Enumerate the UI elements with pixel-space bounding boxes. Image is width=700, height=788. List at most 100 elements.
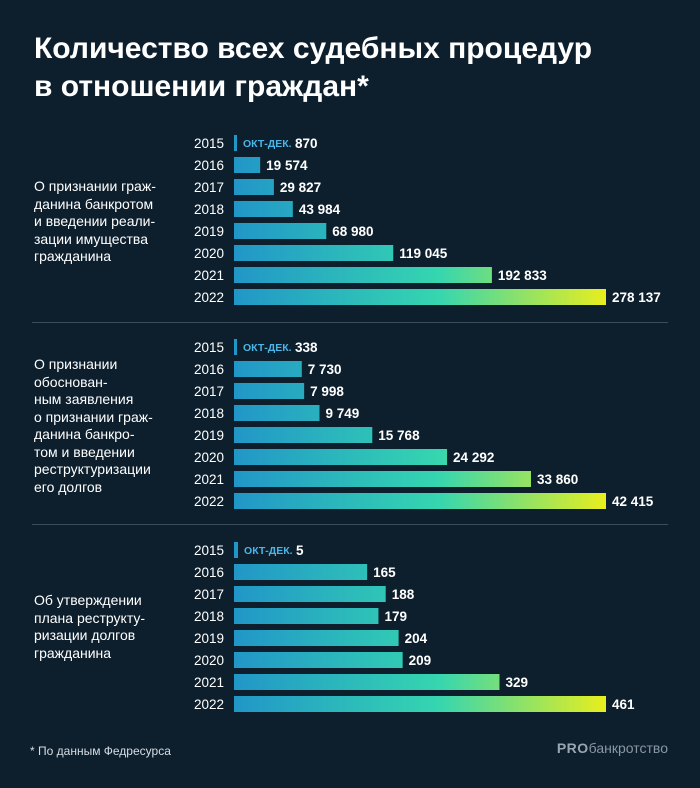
value-label: 329 <box>505 675 528 690</box>
value-label: 7 730 <box>308 362 342 377</box>
group-divider <box>32 322 668 323</box>
value-label: 179 <box>384 609 407 624</box>
group-label-line: плана реструкту- <box>34 609 146 626</box>
bar <box>234 383 305 399</box>
year-label: 2021 <box>194 472 224 487</box>
group-label-3: Об утверждении плана реструкту-ризации до… <box>34 592 145 662</box>
chart-title-line-1: Количество всех судебных процедур <box>34 32 593 65</box>
bar <box>234 427 373 443</box>
group-divider <box>32 524 668 525</box>
value-label: 15 768 <box>378 428 420 443</box>
value-label: 29 827 <box>280 180 321 195</box>
year-label: 2022 <box>194 290 224 305</box>
bar <box>234 564 368 580</box>
group-label-line: О признании <box>34 356 118 372</box>
bar <box>234 696 606 712</box>
group-label-1: О признании граж-данина банкротом и введе… <box>34 178 156 266</box>
value-label: 5 <box>296 543 304 558</box>
year-label: 2018 <box>194 406 224 421</box>
year-label: 2018 <box>194 202 224 217</box>
bar <box>234 449 448 465</box>
group-label-line: обоснован- <box>34 373 108 390</box>
bar <box>234 630 399 646</box>
value-label: 461 <box>612 697 635 712</box>
year-label: 2019 <box>194 224 224 239</box>
group-label-line: и введении реали- <box>34 213 156 229</box>
chart-title: Количество всех судебных процедур в отно… <box>34 30 592 106</box>
bar <box>234 471 531 487</box>
bar <box>234 674 500 690</box>
group-label-2: О признании обоснован-ным заявления о приз… <box>34 356 153 496</box>
bar <box>234 201 293 217</box>
footnote: * По данным Федресурса <box>30 744 171 758</box>
group-label-line: гражданина <box>34 248 112 264</box>
group-label-line: зации имущества <box>34 230 148 247</box>
year-label: 2017 <box>194 384 224 399</box>
value-label: 165 <box>373 565 396 580</box>
bar <box>234 339 237 355</box>
value-label: 278 137 <box>612 290 661 305</box>
group-label-line: его долгов <box>34 478 103 495</box>
bar <box>234 493 606 509</box>
year-label: 2021 <box>194 675 224 690</box>
group-label-line: Об утверждении <box>34 592 142 608</box>
year-label: 2016 <box>194 158 224 173</box>
group-label-line: о признании граж- <box>34 408 153 425</box>
group-label-line: том и введении <box>34 443 135 460</box>
year-label: 2018 <box>194 609 224 624</box>
value-label: 870 <box>295 136 318 151</box>
year-label: 2017 <box>194 180 224 195</box>
year-label: 2020 <box>194 246 224 261</box>
value-label: 204 <box>405 631 428 646</box>
group-label-line: реструктуризации <box>34 461 151 477</box>
value-label: 119 045 <box>399 246 448 261</box>
value-label: 9 749 <box>326 406 360 421</box>
period-note: ОКТ-ДЕК. <box>243 342 292 354</box>
year-label: 2020 <box>194 450 224 465</box>
year-label: 2019 <box>194 428 224 443</box>
group-label-line: ным заявления <box>34 391 134 407</box>
year-label: 2015 <box>194 340 224 355</box>
value-label: 192 833 <box>498 268 547 283</box>
year-label: 2016 <box>194 565 224 580</box>
period-note: ОКТ-ДЕК. <box>243 138 292 150</box>
bar <box>234 608 379 624</box>
bar <box>234 361 302 377</box>
value-label: 19 574 <box>266 158 308 173</box>
bar <box>234 245 394 261</box>
brand-logo: PROбанкротство <box>557 740 668 756</box>
group-label-line: гражданина <box>34 644 112 661</box>
value-label: 24 292 <box>453 450 494 465</box>
group-label-line: О признании граж- <box>34 178 156 194</box>
year-label: 2017 <box>194 587 224 602</box>
bar <box>234 405 320 421</box>
value-label: 209 <box>409 653 432 668</box>
value-label: 188 <box>392 587 415 602</box>
bar <box>234 267 492 283</box>
value-label: 42 415 <box>612 494 654 509</box>
bar <box>234 289 606 305</box>
group-label-line: данина банкротом <box>34 195 154 212</box>
brand-logo-bold: PRO <box>556 740 589 756</box>
group-label-line: данина банкро- <box>34 426 135 442</box>
group-label-line: ризации долгов <box>34 627 136 643</box>
bar <box>234 157 261 173</box>
year-label: 2015 <box>194 136 224 151</box>
year-label: 2021 <box>194 268 224 283</box>
year-label: 2020 <box>194 653 224 668</box>
year-label: 2022 <box>194 697 224 712</box>
value-label: 43 984 <box>299 202 341 217</box>
bar <box>234 542 239 558</box>
bar <box>234 135 237 151</box>
bar <box>234 586 386 602</box>
period-note: ОКТ-ДЕК. <box>244 545 293 557</box>
value-label: 7 998 <box>310 384 344 399</box>
chart-title-line-2: в отношении граждан* <box>34 70 369 103</box>
brand-logo-rest: банкротство <box>588 740 668 756</box>
bar <box>234 652 403 668</box>
bar <box>234 223 327 239</box>
bar <box>234 179 274 195</box>
value-label: 338 <box>295 340 318 355</box>
year-label: 2015 <box>194 543 224 558</box>
